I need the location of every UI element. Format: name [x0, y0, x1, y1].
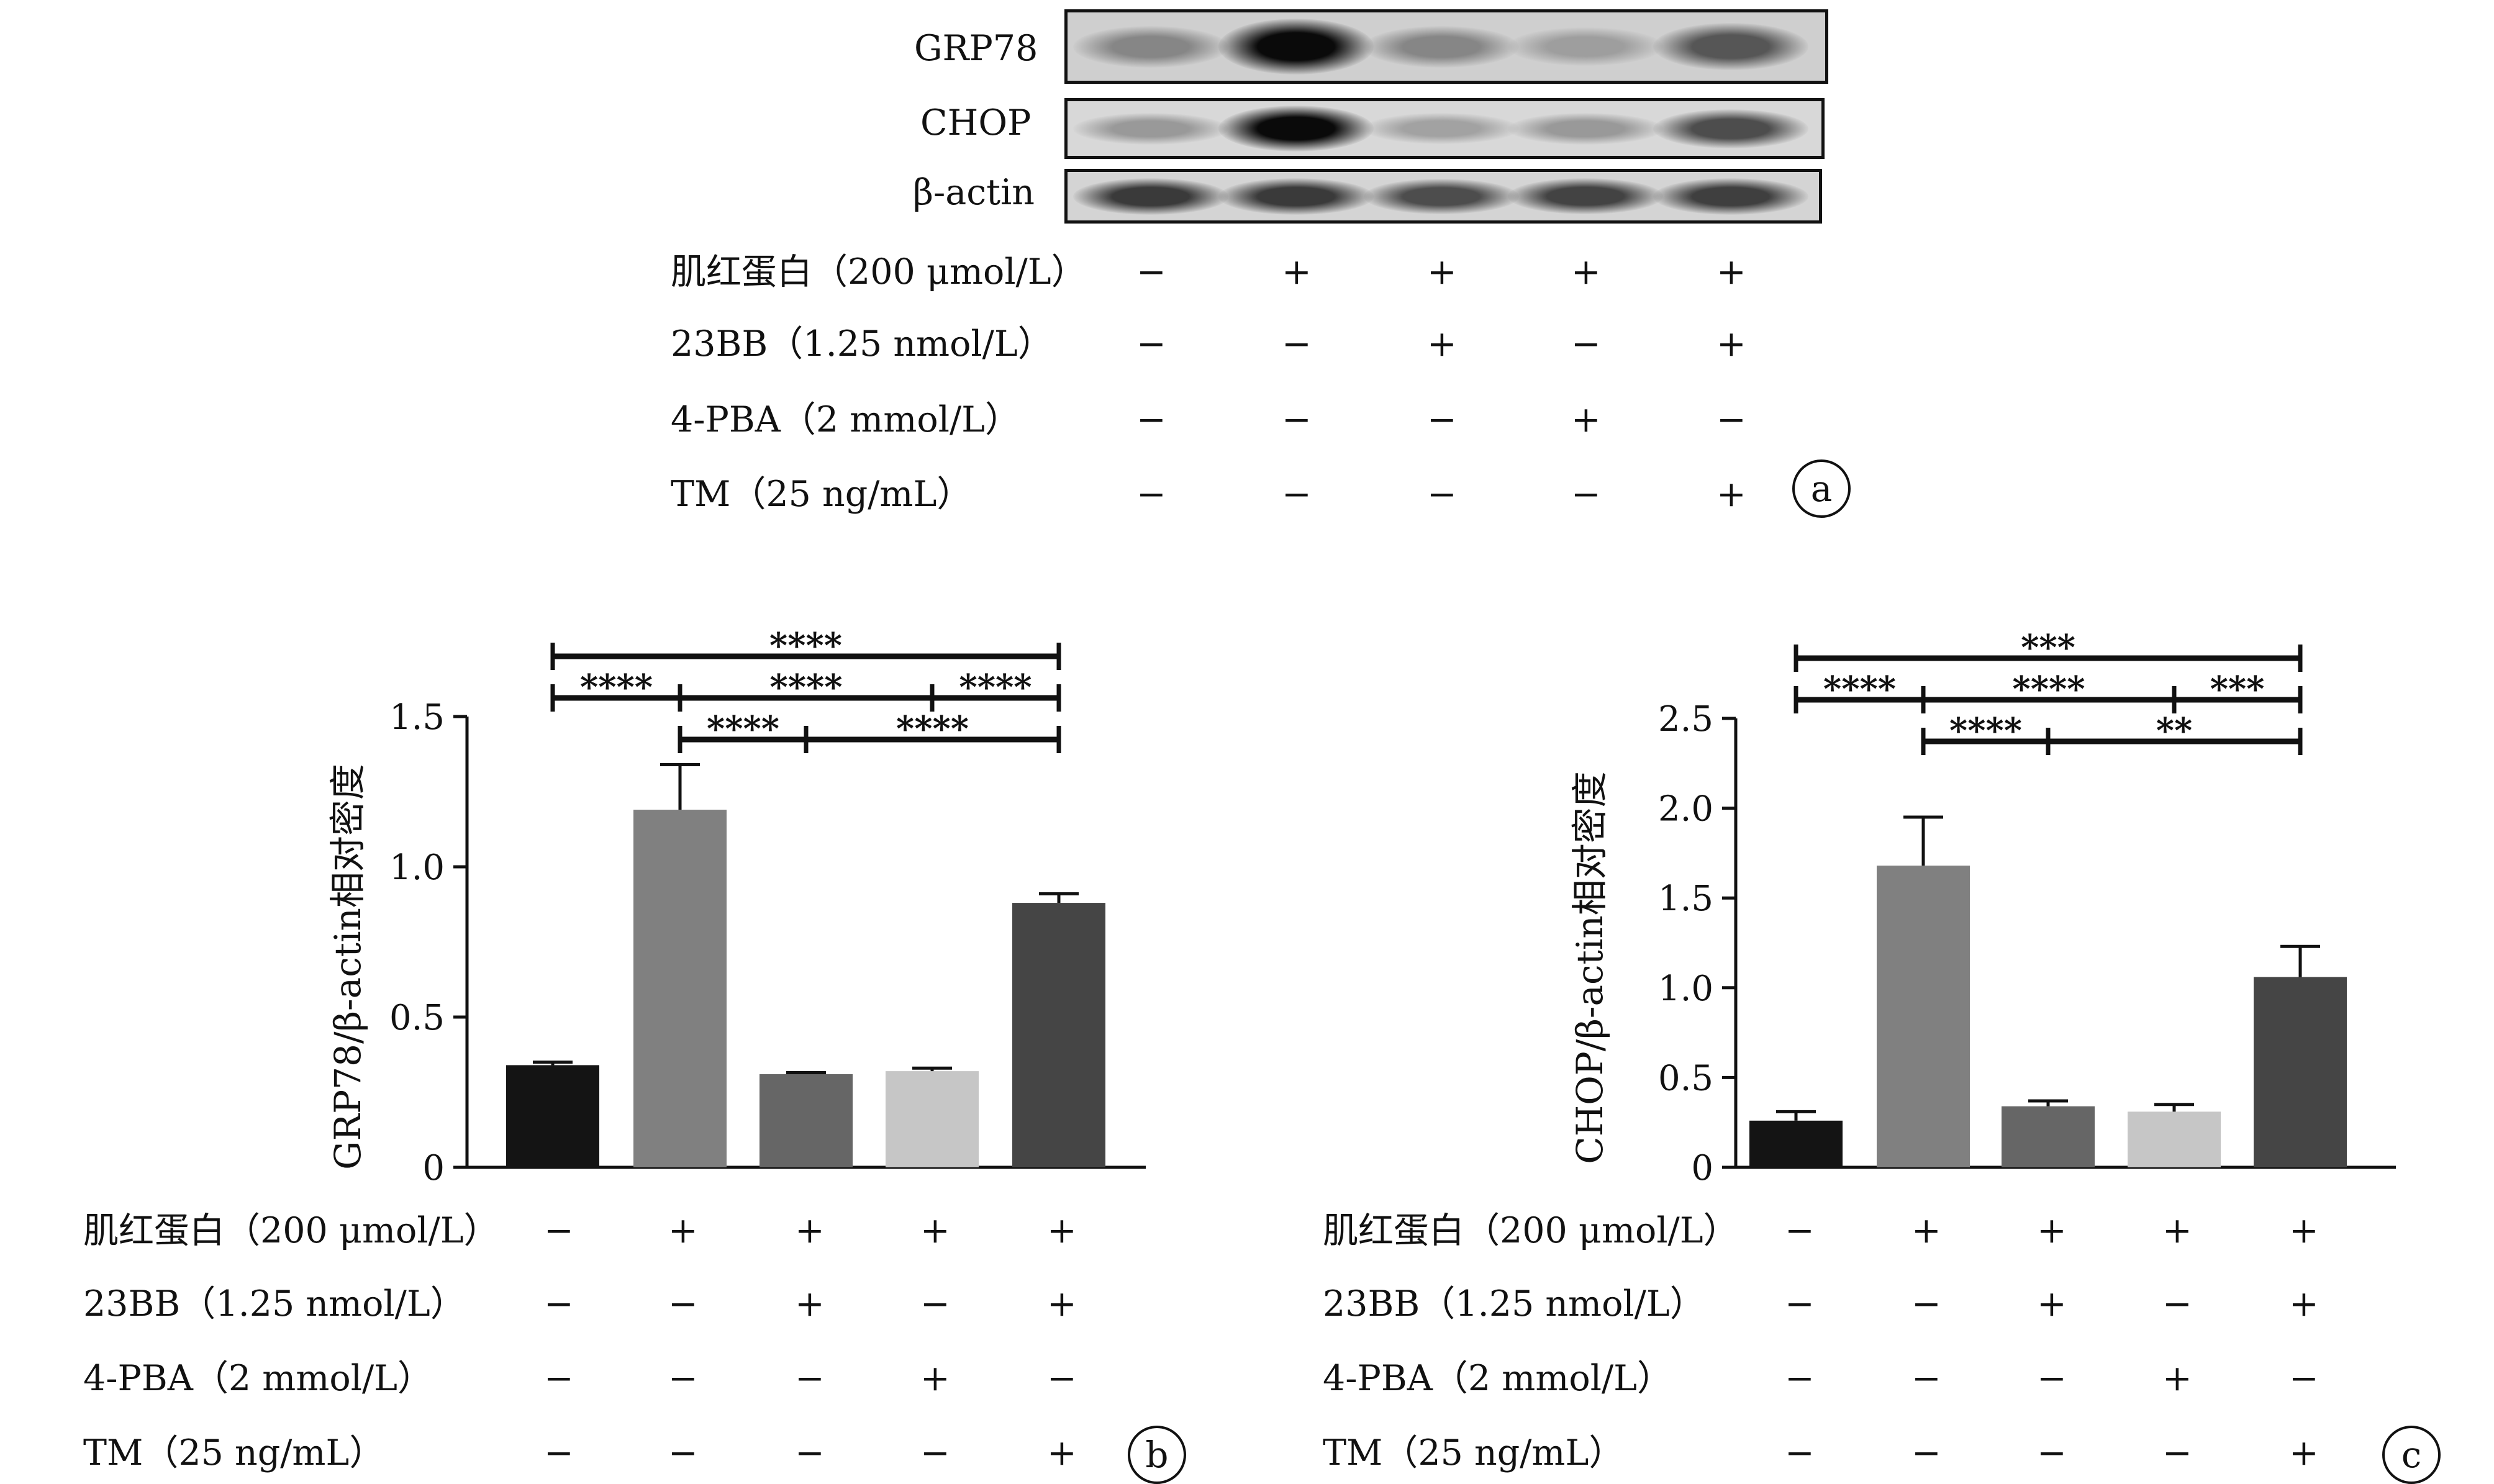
y-tick-label: 1.5: [1658, 879, 1713, 919]
blot-band: [1653, 109, 1808, 148]
condition-label: 肌红蛋白（200 μmol/L）: [1323, 1210, 1739, 1251]
bar: [1877, 866, 1970, 1167]
significance-label: ****: [580, 667, 653, 708]
condition-label: 4-PBA（2 mmol/L）: [83, 1358, 433, 1399]
blot-band: [1218, 178, 1374, 215]
condition-sign: −: [2037, 1358, 2067, 1399]
bar: [886, 1071, 979, 1167]
blot-chop: [1064, 98, 1825, 159]
condition-sign: −: [1785, 1210, 1815, 1251]
y-tick-label: 0.5: [389, 998, 445, 1038]
condition-sign: +: [2289, 1210, 2319, 1251]
blot-band: [1508, 27, 1663, 66]
blot-label-grp78: GRP78: [914, 28, 1038, 69]
condition-label: 23BB（1.25 nmol/L）: [83, 1283, 466, 1324]
bar: [633, 810, 727, 1167]
y-axis-label: CHOP/β-actin相对密度: [1569, 771, 1611, 1164]
y-tick-label: 1.5: [389, 697, 445, 738]
condition-sign: +: [1911, 1210, 1941, 1251]
bar: [1012, 903, 1105, 1167]
blot-band: [1073, 178, 1228, 215]
condition-label: 23BB（1.25 nmol/L）: [1323, 1283, 1705, 1324]
condition-sign: −: [1785, 1432, 1815, 1473]
blot-band: [1364, 113, 1519, 144]
significance-label: ****: [769, 625, 842, 666]
blot-band: [1073, 25, 1228, 68]
bar: [2254, 977, 2347, 1167]
condition-sign: −: [1785, 1358, 1815, 1399]
blot-label-chop: CHOP: [920, 102, 1032, 143]
condition-sign: −: [1911, 1358, 1941, 1399]
significance-label: ****: [896, 708, 969, 749]
blot-band: [1218, 19, 1374, 75]
blot-band: [1653, 23, 1808, 70]
blot-band: [1653, 178, 1808, 215]
condition-label: TM（25 ng/mL）: [1323, 1432, 1625, 1473]
blot-band: [1218, 106, 1374, 152]
condition-sign: −: [2037, 1432, 2067, 1473]
y-tick-label: 0.5: [1658, 1058, 1713, 1098]
y-tick-label: 2.5: [1658, 699, 1713, 740]
bar: [506, 1065, 599, 1167]
condition-sign: −: [2289, 1358, 2319, 1399]
panel-label-c: c: [2382, 1426, 2441, 1484]
condition-sign: +: [2289, 1283, 2319, 1324]
condition-label: 4-PBA（2 mmol/L）: [671, 399, 1021, 440]
blot-band: [1364, 178, 1519, 214]
significance-label: ****: [959, 667, 1032, 708]
significance-label: ****: [1949, 710, 2022, 751]
condition-label: 23BB（1.25 nmol/L）: [671, 323, 1053, 364]
condition-label: TM（25 ng/mL）: [83, 1432, 385, 1473]
condition-sign: +: [2037, 1210, 2067, 1251]
condition-label: 肌红蛋白（200 μmol/L）: [83, 1210, 499, 1251]
y-tick-label: 0: [1691, 1148, 1713, 1188]
condition-sign: −: [1785, 1283, 1815, 1324]
condition-sign: −: [2162, 1283, 2192, 1324]
panel-label-a: a: [1792, 459, 1851, 518]
bar: [2002, 1106, 2095, 1167]
y-tick-label: 1.0: [389, 848, 445, 888]
condition-sign: +: [2162, 1358, 2192, 1399]
significance-label: ***: [2021, 627, 2075, 668]
condition-sign: −: [1911, 1432, 1941, 1473]
blot-band: [1508, 178, 1663, 214]
blot-band: [1364, 25, 1519, 68]
condition-sign: +: [2162, 1210, 2192, 1251]
condition-label: TM（25 ng/mL）: [671, 474, 973, 515]
condition-label: 肌红蛋白（200 μmol/L）: [671, 251, 1087, 292]
significance-label: ****: [1823, 669, 1896, 710]
significance-label: ****: [2012, 669, 2085, 710]
condition-label: 4-PBA（2 mmol/L）: [1323, 1358, 1673, 1399]
y-axis-label: GRP78/β-actin相对密度: [327, 764, 369, 1170]
bar: [2128, 1111, 2221, 1167]
significance-label: **: [2156, 710, 2193, 751]
condition-sign: −: [2162, 1432, 2192, 1473]
y-tick-label: 1.0: [1658, 969, 1713, 1009]
bar: [1749, 1120, 1843, 1167]
condition-sign: +: [2037, 1283, 2067, 1324]
y-tick-label: 2.0: [1658, 789, 1713, 830]
significance-label: ****: [769, 667, 842, 708]
significance-label: ****: [707, 708, 779, 749]
blot-band: [1073, 112, 1228, 145]
blot-grp78: [1064, 9, 1828, 84]
condition-sign: −: [1911, 1283, 1941, 1324]
blot-beta-actin: [1064, 169, 1822, 224]
condition-sign: +: [2289, 1432, 2319, 1473]
bar: [760, 1074, 853, 1167]
blot-band: [1508, 112, 1663, 145]
blot-label-beta-actin: β-actin: [913, 172, 1035, 213]
significance-label: ***: [2210, 669, 2265, 710]
y-tick-label: 0: [422, 1148, 445, 1188]
